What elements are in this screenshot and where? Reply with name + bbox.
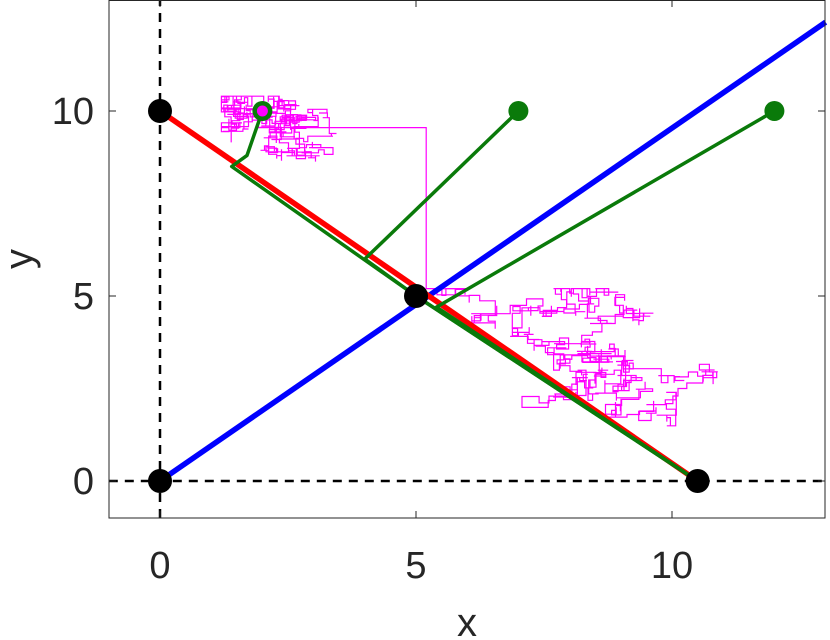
black-marker-3 bbox=[685, 469, 710, 493]
series-lines-layer bbox=[108, 0, 828, 518]
y-tick-label: 0 bbox=[73, 461, 94, 503]
x-tick-label: 0 bbox=[149, 545, 170, 587]
y-tick-label: 5 bbox=[73, 276, 94, 318]
green-series-line-6 bbox=[434, 109, 776, 483]
y-axis-label: y bbox=[0, 249, 41, 269]
plot-area-border bbox=[108, 0, 826, 519]
ticks-layer: 0 5 10 0 5 10 bbox=[52, 0, 825, 587]
black-marker-0 bbox=[148, 99, 172, 123]
magenta-marker-0 bbox=[256, 105, 268, 117]
green-marker-1 bbox=[508, 101, 529, 121]
blue-series-line-2 bbox=[158, 19, 828, 484]
black-marker-1 bbox=[148, 469, 172, 493]
markers-layer bbox=[148, 99, 785, 493]
black-marker-2 bbox=[404, 284, 428, 308]
x-tick-label: 5 bbox=[405, 545, 426, 587]
y-tick-label: 10 bbox=[52, 91, 94, 133]
x-tick-label: 10 bbox=[651, 545, 693, 587]
x-axis-label: x bbox=[457, 601, 477, 640]
green-marker-2 bbox=[764, 101, 785, 121]
